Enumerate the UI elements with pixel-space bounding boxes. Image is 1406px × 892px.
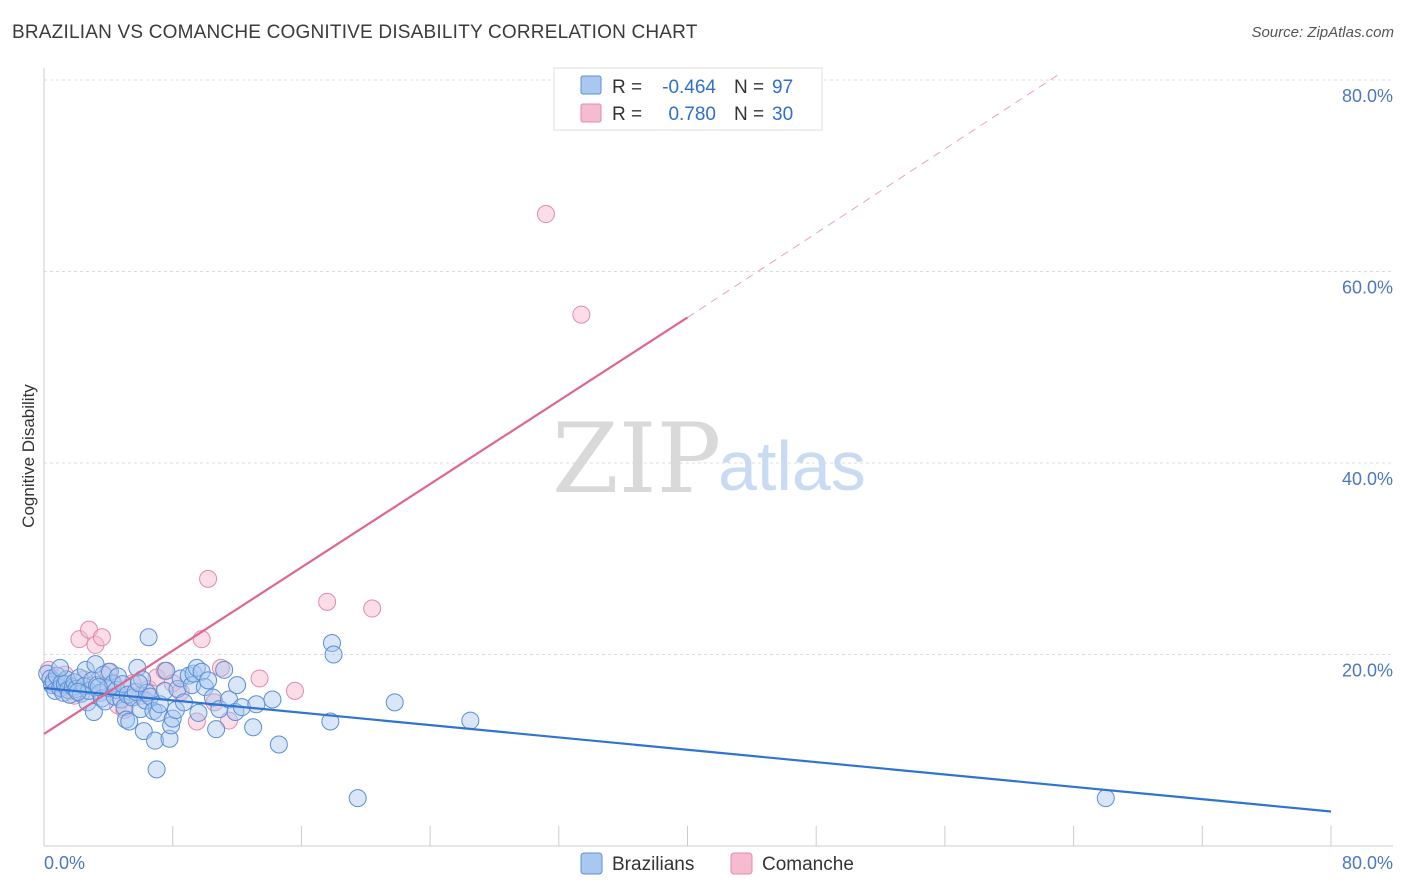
brazilians-point-58 [157, 661, 176, 680]
brazilians-point-23 [84, 702, 103, 721]
brazilians-point-91 [461, 711, 480, 730]
comanche-trendline [43, 316, 689, 735]
brazilians-point-92 [1096, 789, 1115, 808]
brazilians-point-89 [348, 789, 367, 808]
legend-n-label-comanche: N = [734, 104, 764, 125]
comanche-point-31 [363, 599, 382, 618]
chart-title: BRAZILIAN VS COMANCHE COGNITIVE DISABILI… [12, 22, 698, 43]
brazilians-point-50 [139, 628, 158, 647]
brazilians-point-84 [263, 690, 282, 709]
comanche-trendline-extension [687, 74, 1058, 318]
brazilians-point-77 [215, 660, 234, 679]
brazilians-point-87 [324, 645, 343, 664]
comanche-point-26 [211, 658, 230, 677]
comanche-point-29 [285, 681, 304, 700]
comanche-point-32 [536, 205, 555, 224]
correlation-legend: R = -0.464 N = 97 R = 0.780 N = 30 [553, 67, 823, 131]
watermark: ZIP atlas [552, 403, 866, 515]
brazilians-point-73 [199, 671, 218, 690]
brazilians-point-41 [120, 712, 139, 731]
comanche-point-10 [92, 628, 111, 647]
legend-r-label-comanche: R = [612, 104, 642, 125]
legend-n-label-brazilians: N = [734, 77, 764, 98]
legend-swatch-comanche [580, 103, 602, 123]
trendlines [43, 74, 1332, 813]
brazilians-point-93 [51, 658, 70, 677]
y-tick-label-60: 60.0% [1342, 278, 1393, 298]
y-tick-label-40: 40.0% [1342, 469, 1393, 489]
brazilians-points [38, 628, 1115, 808]
brazilians-point-85 [269, 735, 288, 754]
grid-lines [44, 79, 1393, 655]
legend-swatch-brazilians [580, 75, 602, 95]
comanche-point-33 [572, 305, 591, 324]
brazilians-point-83 [247, 695, 266, 714]
brazilians-point-80 [228, 676, 247, 695]
series-legend: Brazilians Comanche [580, 852, 854, 875]
comanche-point-28 [250, 669, 269, 688]
legend-r-value-comanche: 0.780 [668, 104, 716, 125]
legend-r-label-brazilians: R = [612, 77, 642, 98]
brazilians-point-70 [189, 703, 208, 722]
brazilians-point-90 [385, 693, 404, 712]
legend-n-value-comanche: 30 [772, 104, 793, 125]
x-tick-label-min: 0.0% [44, 853, 85, 873]
brazilians-point-88 [321, 712, 340, 731]
bottom-legend-swatch-comanche [730, 852, 753, 875]
brazilians-point-19 [76, 660, 95, 679]
y-axis-title: Cognitive Disability [19, 384, 38, 528]
bottom-legend-label-brazilians: Brazilians [612, 854, 694, 875]
brazilians-point-75 [207, 720, 226, 739]
brazilians-point-86 [322, 634, 341, 653]
source-credit: Source: ZipAtlas.com [1251, 24, 1394, 41]
brazilians-point-96 [129, 674, 148, 693]
legend-r-value-brazilians: -0.464 [662, 77, 716, 98]
axes [43, 68, 1393, 847]
y-tick-label-80: 80.0% [1342, 86, 1393, 106]
bottom-legend-label-comanche: Comanche [762, 854, 854, 875]
brazilians-point-53 [146, 731, 165, 750]
brazilians-point-95 [89, 678, 108, 697]
comanche-point-24 [199, 569, 218, 588]
brazilians-point-39 [117, 710, 136, 729]
brazilians-point-74 [203, 688, 222, 707]
bottom-legend-swatch-brazilians [580, 852, 603, 875]
legend-n-value-brazilians: 97 [772, 77, 793, 98]
x-tick-label-max: 80.0% [1342, 853, 1393, 873]
comanche-point-30 [318, 592, 337, 611]
brazilians-trendline [43, 686, 1332, 813]
x-tick-labels: 0.0% 80.0% [44, 853, 1393, 873]
y-tick-labels: 20.0% 40.0% 60.0% 80.0% [1342, 86, 1393, 681]
brazilians-point-59 [160, 729, 179, 748]
watermark-zip: ZIP [552, 403, 721, 515]
y-tick-label-20: 20.0% [1342, 661, 1393, 681]
brazilians-point-54 [147, 760, 166, 779]
watermark-atlas: atlas [718, 427, 866, 505]
brazilians-point-82 [244, 718, 263, 737]
comanche-points [39, 205, 591, 731]
